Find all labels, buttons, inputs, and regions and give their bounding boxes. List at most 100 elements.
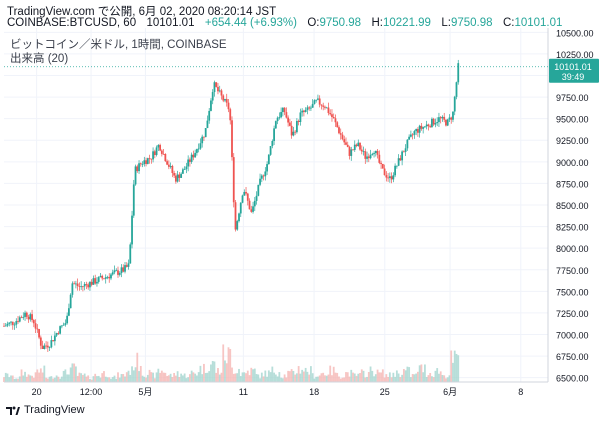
volume-bar	[46, 378, 49, 382]
candle-body	[45, 345, 47, 347]
volume-bar	[211, 360, 214, 382]
x-tick-label: 20	[32, 387, 42, 397]
candle-body	[334, 118, 337, 123]
volume-bar	[306, 371, 309, 382]
candle-body	[220, 90, 223, 96]
volume-bar	[285, 377, 288, 382]
volume-bar	[292, 370, 295, 382]
candle-body	[34, 323, 37, 329]
volume-bar	[27, 374, 30, 382]
candle-body	[115, 270, 118, 272]
candle-body	[101, 275, 104, 279]
candle-body	[404, 148, 407, 152]
candle-body	[401, 151, 404, 161]
candle-body	[13, 324, 16, 326]
volume-bar	[343, 377, 346, 382]
volume-bar	[134, 367, 137, 382]
volume-bar	[43, 365, 46, 382]
volume-bar	[224, 360, 226, 382]
volume-bar	[399, 377, 402, 382]
y-tick-label: 8000.00	[556, 244, 589, 254]
volume-bar	[248, 375, 251, 382]
volume-bar	[110, 378, 112, 382]
candle-body	[110, 274, 112, 279]
candle-body	[376, 150, 379, 155]
volume-bar	[402, 369, 405, 382]
candle-body	[290, 125, 293, 136]
candle-body	[346, 144, 349, 148]
last-price-tag-value: 10101.01	[554, 62, 592, 72]
volume-bar	[357, 373, 360, 382]
candle-body	[22, 316, 25, 318]
volume-bar	[152, 372, 154, 382]
candle-body	[64, 323, 67, 325]
volume-bar	[53, 377, 56, 382]
volume-bar	[238, 368, 240, 382]
candle-body	[136, 166, 139, 172]
candle-body	[383, 168, 386, 176]
volume-bar	[413, 374, 416, 382]
candle-body	[199, 143, 202, 149]
volume-bars	[3, 344, 460, 382]
candle-body	[57, 333, 60, 334]
volume-bar	[62, 370, 65, 382]
candle-body	[402, 151, 405, 153]
volume-bar	[280, 377, 283, 382]
volume-bar	[320, 373, 323, 382]
volume-bar	[145, 377, 147, 382]
candle-body	[50, 340, 53, 348]
volume-bar	[310, 366, 312, 382]
volume-bar	[92, 376, 95, 382]
volume-bar	[8, 377, 11, 382]
candle-body	[294, 131, 297, 133]
candle-body	[73, 283, 76, 285]
volume-bar	[259, 378, 261, 382]
candle-body	[194, 152, 197, 158]
volume-bar	[3, 377, 5, 382]
candle-body	[310, 107, 312, 109]
volume-bar	[355, 375, 358, 382]
volume-bar	[367, 372, 370, 382]
volume-bar	[94, 373, 97, 382]
volume-bar	[115, 378, 118, 382]
chart-title: ビットコイン／米ドル, 1時間, COINBASE	[10, 39, 227, 51]
candle-body	[159, 144, 161, 151]
y-tick-label: 9000.00	[556, 158, 589, 168]
y-tick-label: 9250.00	[556, 136, 589, 146]
candle-body	[278, 117, 281, 119]
volume-bar	[138, 371, 140, 382]
publish-info: TradingView.com で公開, 6月 02, 2020 08:20:1…	[7, 6, 277, 18]
candle-body	[390, 176, 393, 180]
volume-bar	[11, 375, 14, 382]
volume-bar	[196, 375, 198, 382]
volume-bar	[122, 374, 125, 382]
volume-bar	[206, 372, 209, 382]
close-label: C:	[502, 17, 515, 29]
x-tick-label: 18	[309, 387, 319, 397]
candle-body	[322, 105, 325, 107]
candle-body	[385, 175, 388, 178]
volume-bar	[87, 375, 90, 382]
volume-bar	[406, 366, 409, 382]
candle-body	[264, 171, 267, 177]
volume-bar	[143, 376, 146, 382]
candle-body	[46, 345, 49, 348]
volume-bar	[453, 350, 456, 382]
volume-bar	[155, 372, 158, 382]
candle-body	[446, 119, 449, 126]
volume-bar	[97, 375, 100, 382]
tradingview-footer[interactable]: TradingView	[6, 404, 85, 416]
volume-bar	[271, 366, 274, 382]
volume-bar	[199, 365, 202, 382]
candle-body	[422, 127, 425, 129]
candle-body	[118, 273, 121, 275]
volume-bar	[374, 374, 377, 382]
last-price-countdown: 39:49	[562, 72, 585, 82]
candle-body	[17, 321, 19, 322]
y-tick-label: 8250.00	[556, 223, 589, 233]
volume-bar	[57, 376, 60, 382]
candle-body	[439, 117, 442, 119]
candle-body	[359, 142, 361, 150]
volume-bar	[283, 374, 286, 382]
